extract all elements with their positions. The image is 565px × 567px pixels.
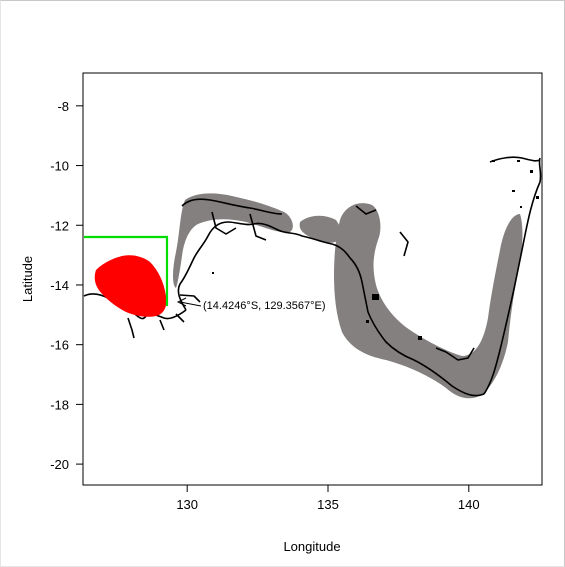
x-axis-title: Longitude [283,539,340,554]
y-tick-label: -20 [50,457,69,472]
shelf-area [173,193,523,399]
islands [212,160,539,340]
axes-box [82,72,543,486]
x-tick-label: 140 [458,497,480,512]
y-tick-label: -12 [50,218,69,233]
x-tick-label: 130 [176,497,198,512]
annotation-arrow [179,301,202,307]
y-tick-label: -16 [50,338,69,353]
marked-region [94,255,167,317]
y-axis-title: Latitude [20,256,35,302]
y-tick-label: -14 [50,278,69,293]
y-tick-label: -8 [57,99,69,114]
coastline [83,156,542,397]
y-tick-label: -18 [50,397,69,412]
annotation-text: (14.4246°S, 129.3567°E) [203,300,326,312]
green-box-outline [84,235,169,306]
annotation-arrowhead [176,297,187,307]
x-tick-label: 135 [317,497,339,512]
axis-ticks: 130 135 140 -8 -10 -12 -14 -16 -18 -20 [50,99,479,512]
y-tick-label: -10 [50,159,69,174]
